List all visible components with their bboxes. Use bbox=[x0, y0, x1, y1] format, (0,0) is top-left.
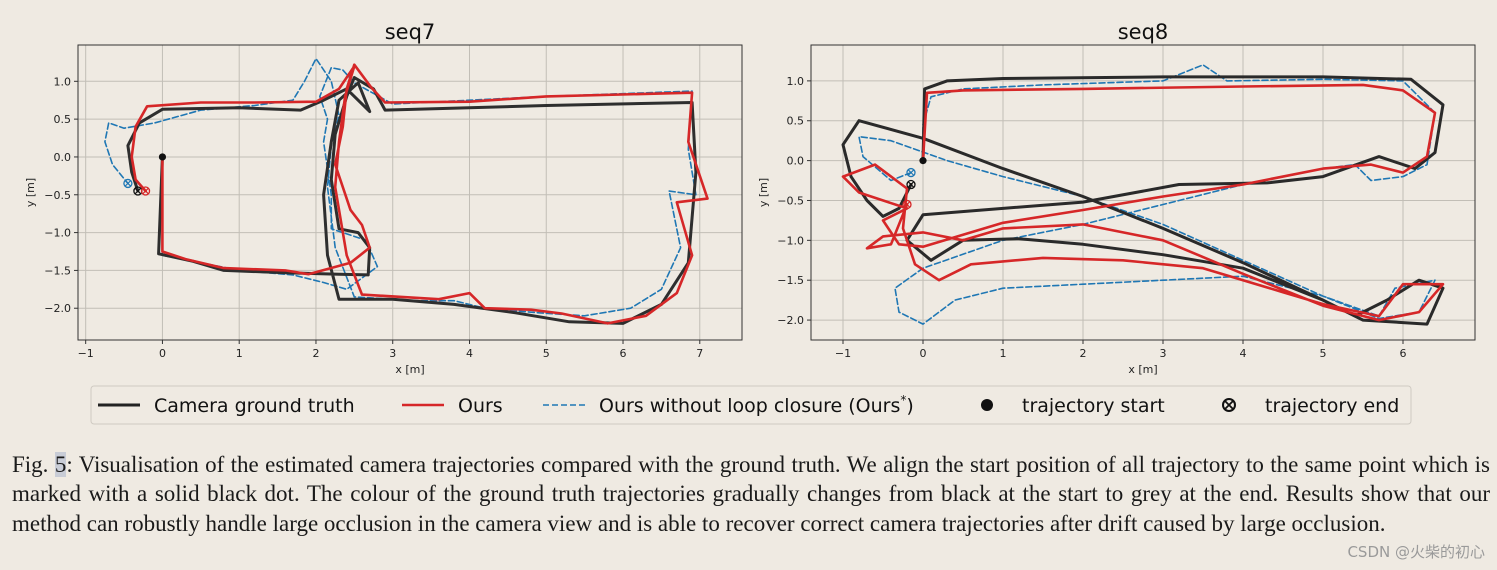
end-marker bbox=[133, 186, 143, 196]
legend: Camera ground truth Ours Ours without loop… bbox=[90, 385, 1412, 425]
legend-start-marker bbox=[981, 399, 993, 411]
caption-text: : Visualisation of the estimated camera … bbox=[12, 452, 1491, 536]
caption-figure-number: 5 bbox=[54, 452, 67, 477]
end-marker-cross bbox=[134, 187, 142, 195]
chart-seq8: −1 0 1 2 3 4 5 6 1.0 0.5 0.0 −0.5 −1.0 −1.5 −2.0 seq8 x … bbox=[757, 20, 1476, 376]
chart-seq7: −1 0 1 2 3 4 5 6 7 1.0 0.5 0.0 −0.5 −1.0 −1.5 −2.0 seq7 x… bbox=[24, 20, 743, 376]
legend-label-text: Camera ground truth bbox=[154, 395, 355, 417]
end-marker-cross bbox=[907, 169, 915, 176]
chart-title: seq8 bbox=[1118, 20, 1169, 44]
y-tick-label: 0.5 bbox=[787, 115, 805, 128]
legend-label: Camera ground truth bbox=[154, 395, 355, 417]
end-marker-ring bbox=[902, 199, 912, 210]
end-marker bbox=[906, 179, 916, 190]
y-tick-label: 0.0 bbox=[54, 151, 72, 164]
legend-label-text: trajectory end bbox=[1265, 395, 1399, 417]
start-marker bbox=[919, 157, 927, 165]
plot-frame bbox=[77, 44, 743, 341]
watermark: CSDN @火柴的初心 bbox=[1347, 543, 1485, 561]
y-tick-label: −1.0 bbox=[777, 234, 804, 247]
y-tick-label: −0.5 bbox=[777, 194, 804, 207]
y-tick-label: 0.5 bbox=[54, 113, 72, 126]
series-gt bbox=[841, 75, 1445, 326]
x-tick-label: 0 bbox=[159, 347, 166, 360]
y-axis-label: y [m] bbox=[757, 178, 770, 207]
legend-end-marker bbox=[1222, 398, 1236, 412]
x-tick-label: 1 bbox=[236, 347, 243, 360]
plot-frame bbox=[810, 44, 1476, 341]
legend-label-text: Ours without loop closure (Ours bbox=[599, 395, 900, 417]
x-tick-label: 5 bbox=[543, 347, 550, 360]
x-tick-label: 7 bbox=[696, 347, 703, 360]
y-axis-label: y [m] bbox=[24, 178, 37, 207]
legend-label-sup: * bbox=[900, 393, 906, 407]
series-dashed bbox=[858, 64, 1436, 325]
end-marker bbox=[902, 199, 912, 210]
end-marker-cross bbox=[907, 181, 915, 188]
x-tick-label: −1 bbox=[835, 347, 851, 360]
legend-end-cross bbox=[1224, 400, 1234, 410]
x-tick-label: 5 bbox=[1320, 347, 1327, 360]
y-tick-label: 1.0 bbox=[787, 75, 805, 88]
y-tick-label: 0.0 bbox=[787, 155, 805, 168]
x-axis-label: x [m] bbox=[395, 363, 424, 376]
legend-label-text: trajectory start bbox=[1022, 395, 1165, 417]
legend-label-suffix: ) bbox=[906, 395, 913, 417]
end-marker bbox=[140, 186, 151, 196]
end-marker bbox=[123, 178, 133, 189]
x-tick-label: 2 bbox=[1080, 347, 1087, 360]
end-marker-cross bbox=[903, 201, 911, 208]
end-marker bbox=[906, 167, 916, 178]
x-tick-label: 4 bbox=[1240, 347, 1247, 360]
x-tick-label: 4 bbox=[466, 347, 473, 360]
legend-box bbox=[90, 385, 1412, 425]
end-marker-ring bbox=[906, 167, 916, 178]
caption-prefix: Fig. bbox=[12, 452, 55, 477]
legend-label: Ours without loop closure (Ours*) bbox=[599, 393, 914, 417]
y-tick-label: −0.5 bbox=[44, 189, 71, 202]
series-ours bbox=[130, 63, 709, 325]
end-marker-ring bbox=[140, 186, 151, 196]
x-tick-label: 3 bbox=[389, 347, 396, 360]
x-axis-label: x [m] bbox=[1128, 363, 1157, 376]
legend-label: trajectory start bbox=[1022, 395, 1165, 417]
end-marker-cross bbox=[124, 180, 132, 187]
y-tick-label: −1.5 bbox=[777, 274, 804, 287]
y-tick-label: −1.0 bbox=[44, 227, 71, 240]
x-tick-label: 0 bbox=[920, 347, 927, 360]
start-marker bbox=[158, 153, 167, 161]
x-tick-label: −1 bbox=[78, 347, 94, 360]
y-tick-label: −1.5 bbox=[44, 264, 71, 277]
series-ours bbox=[841, 83, 1445, 322]
end-marker-ring bbox=[906, 179, 916, 190]
series-gt bbox=[126, 76, 698, 325]
y-tick-label: −2.0 bbox=[777, 314, 804, 327]
legend-label: trajectory end bbox=[1265, 395, 1399, 417]
y-tick-label: −2.0 bbox=[44, 302, 71, 315]
figure-caption: Fig. 5: Visualisation of the estimated c… bbox=[12, 450, 1490, 538]
x-tick-label: 3 bbox=[1160, 347, 1167, 360]
plot-area bbox=[78, 45, 742, 340]
x-tick-label: 2 bbox=[312, 347, 319, 360]
chart-title: seq7 bbox=[385, 20, 436, 44]
x-tick-label: 1 bbox=[1000, 347, 1007, 360]
end-marker-cross bbox=[142, 187, 149, 195]
x-tick-label: 6 bbox=[1400, 347, 1407, 360]
end-marker-ring bbox=[123, 178, 133, 189]
trajectory-figure: −1 0 1 2 3 4 5 6 7 1.0 0.5 0.0 −0.5 −1.0 −1.5 −2.0 seq7 x… bbox=[24, 20, 1476, 425]
x-tick-label: 6 bbox=[620, 347, 627, 360]
y-tick-label: 1.0 bbox=[54, 75, 72, 88]
legend-label: Ours bbox=[458, 395, 503, 417]
legend-label-text: Ours bbox=[458, 395, 503, 417]
